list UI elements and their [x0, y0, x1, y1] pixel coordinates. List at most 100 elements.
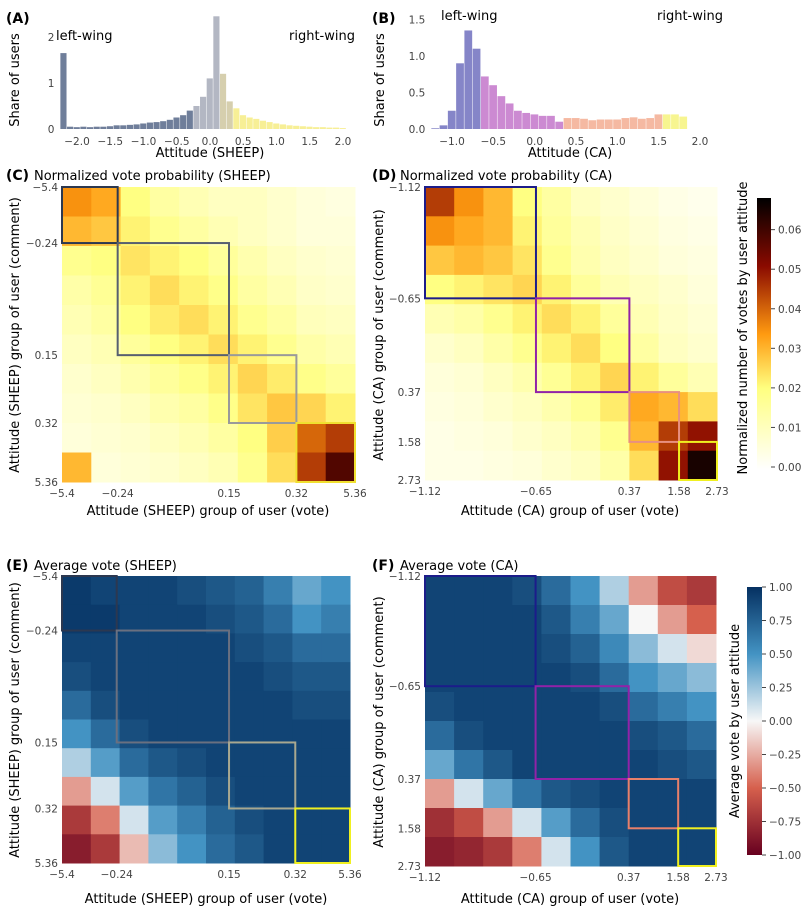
heatmap-cell — [541, 605, 571, 635]
histogram-bar — [580, 118, 588, 129]
heatmap-cell — [296, 187, 327, 217]
heatmap-cell — [483, 392, 514, 422]
heatmap-cell — [483, 721, 513, 751]
heatmap-cell — [512, 274, 543, 305]
heatmap-cell — [292, 805, 322, 835]
colorbar-prob — [757, 198, 771, 470]
heatmap-cell — [599, 663, 630, 693]
heatmap-cell — [686, 663, 717, 693]
histogram-bar — [200, 96, 207, 129]
heatmap-cell — [179, 246, 209, 276]
heatmap-cell — [149, 364, 180, 394]
heatmap-cell — [119, 805, 149, 835]
heatmap-cell — [179, 334, 209, 365]
y-tick-label: −0.24 — [26, 626, 58, 638]
panel-label-d: (D) — [372, 168, 396, 184]
heatmap-cell — [657, 750, 688, 780]
y-tick-label: 5.36 — [35, 477, 59, 489]
heatmap-cell — [483, 304, 514, 334]
heatmap-cell — [119, 633, 149, 663]
x-tick-label: −1.0 — [131, 136, 157, 148]
x-tick-label: 0.0 — [526, 136, 543, 148]
x-tick-label: 1.5 — [650, 136, 667, 148]
heatmap-cell — [483, 245, 514, 276]
heatmap-cell — [208, 393, 239, 424]
heatmap-cell — [483, 750, 513, 780]
x-tick-label: 0.0 — [202, 136, 219, 148]
panel-title-c: Normalized vote probability (SHEEP) — [34, 169, 271, 184]
heatmap-cell — [237, 423, 268, 453]
heatmap-cell — [119, 776, 149, 807]
heatmap-cell — [600, 187, 630, 217]
heatmap-cell — [628, 692, 659, 722]
histogram-bar — [522, 112, 531, 129]
heatmap-cell — [628, 779, 659, 809]
y-tick-label: −1.12 — [389, 571, 421, 583]
heatmap-cell — [292, 776, 322, 807]
histogram-bar — [246, 117, 253, 129]
heatmap-cell — [62, 246, 92, 276]
histogram-bar — [339, 128, 346, 129]
heatmap-cell — [208, 187, 239, 217]
colorbar-tick-label: 1.00 — [769, 582, 792, 594]
heatmap-cell — [90, 719, 121, 749]
x-tick-label: −0.24 — [101, 869, 133, 881]
histogram-bar — [671, 114, 679, 129]
heatmap-cell — [62, 776, 92, 807]
heatmap-cell — [599, 634, 630, 664]
heatmap-cell — [120, 246, 151, 276]
left-wing-note-a: left-wing — [56, 29, 112, 44]
x-tick-label: 1.58 — [667, 486, 690, 498]
histogram-bar — [447, 110, 456, 129]
histogram-bar — [431, 128, 440, 129]
heatmap-cell — [292, 633, 322, 663]
x-tick-label: 0.32 — [285, 488, 308, 500]
heatmap-cell — [686, 634, 717, 664]
histogram-bar — [86, 127, 94, 129]
heatmap-cell — [234, 834, 265, 864]
heatmap-cell — [148, 805, 178, 835]
heatmap-cell — [179, 452, 209, 483]
heatmap-cell — [425, 362, 455, 393]
colorbar-tick-label: 0.06 — [778, 225, 802, 237]
heatmap-cell — [541, 663, 571, 693]
histogram-bar — [497, 96, 506, 129]
y-axis-label-c: Attitude (SHEEP) group of user (comment) — [8, 197, 23, 473]
heatmap-cell — [599, 750, 630, 780]
heatmap-cell — [600, 392, 630, 422]
heatmap-cell — [296, 334, 327, 365]
heatmap-cell — [62, 576, 92, 606]
heatmap-cell — [292, 662, 322, 692]
heatmap-cell — [425, 605, 455, 635]
heatmap-cell — [600, 216, 630, 247]
heatmap-cell — [541, 779, 571, 809]
heatmap-cell — [687, 216, 718, 247]
heatmap-cell — [208, 334, 239, 365]
heatmap-cell — [425, 808, 455, 838]
histogram-bar — [153, 122, 160, 129]
heatmap-cell — [512, 779, 542, 809]
group-box — [116, 242, 231, 357]
heatmap-cell — [658, 362, 689, 393]
histogram-bar — [120, 125, 127, 129]
heatmap-cell — [90, 776, 121, 807]
panel-label-a: (A) — [6, 11, 30, 27]
heatmap-cell — [512, 605, 542, 635]
panel-label-c: (C) — [6, 168, 29, 184]
heatmap-cell — [149, 452, 180, 483]
heatmap-cell — [325, 393, 356, 424]
histogram-bar — [233, 108, 240, 129]
group-box — [424, 575, 537, 688]
heatmap-cell — [237, 246, 268, 276]
heatmap-cell — [687, 304, 718, 334]
colorbar-tick-label: −0.25 — [769, 750, 801, 762]
histogram-bar — [113, 125, 120, 129]
x-tick-label: −0.65 — [520, 486, 552, 498]
heatmap-cell — [62, 216, 92, 247]
heatmap-cell — [296, 393, 327, 424]
heatmap-cell — [292, 690, 322, 720]
y-tick-label: 0.0 — [409, 124, 426, 136]
heatmap-cell — [483, 187, 514, 217]
histogram-bar — [563, 118, 572, 129]
x-tick-label: 0.15 — [217, 488, 240, 500]
